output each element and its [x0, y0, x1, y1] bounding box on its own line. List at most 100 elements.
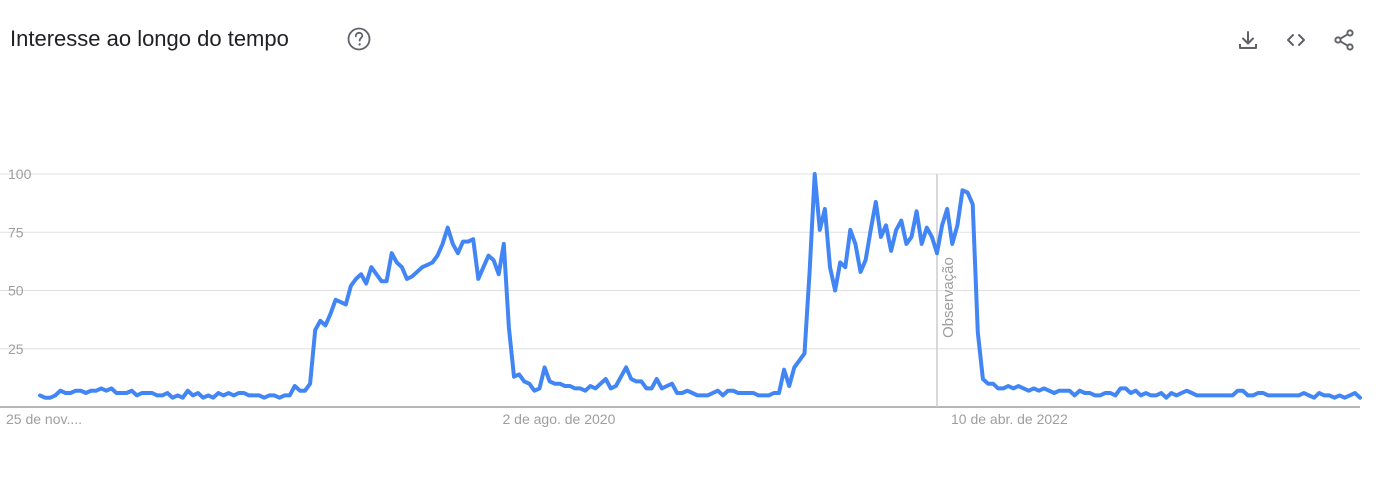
data-point [450, 241, 455, 246]
data-point [970, 202, 975, 207]
data-point [486, 253, 491, 258]
data-point [231, 393, 236, 398]
data-point [379, 279, 384, 284]
data-point [950, 241, 955, 246]
data-point [644, 386, 649, 391]
data-point [552, 381, 557, 386]
data-point [466, 239, 471, 244]
data-point [741, 391, 746, 396]
data-point [1184, 388, 1189, 393]
data-point [1220, 393, 1225, 398]
data-point [211, 395, 216, 400]
data-point [909, 234, 914, 239]
data-point [165, 391, 170, 396]
data-point [262, 395, 267, 400]
data-point [1251, 393, 1256, 398]
data-point [929, 234, 934, 239]
data-point [1352, 391, 1357, 396]
data-point [562, 384, 567, 389]
data-point [282, 393, 287, 398]
data-point [1210, 393, 1215, 398]
data-point [1358, 395, 1363, 400]
data-point [506, 325, 511, 330]
data-point [114, 391, 119, 396]
embed-button[interactable] [1282, 26, 1310, 54]
data-point [221, 393, 226, 398]
data-point [1087, 391, 1092, 396]
data-point [445, 225, 450, 230]
data-point [700, 393, 705, 398]
data-point [838, 260, 843, 265]
data-point [1006, 384, 1011, 389]
chart-toolbar [1234, 26, 1358, 54]
data-point [685, 388, 690, 393]
data-point [919, 241, 924, 246]
data-point [1154, 393, 1159, 398]
data-point [338, 300, 343, 305]
data-point [955, 223, 960, 228]
data-point [1332, 395, 1337, 400]
data-point [333, 297, 338, 302]
data-point [736, 391, 741, 396]
data-point [1169, 391, 1174, 396]
data-point [1108, 391, 1113, 396]
data-point [58, 388, 63, 393]
data-point [512, 374, 517, 379]
data-point [420, 265, 425, 270]
data-point [537, 386, 542, 391]
data-point [318, 318, 323, 323]
data-point [1312, 395, 1317, 400]
data-point [593, 386, 598, 391]
data-point [1200, 393, 1205, 398]
data-point [761, 393, 766, 398]
data-point [782, 367, 787, 372]
data-point [1036, 388, 1041, 393]
data-point [720, 393, 725, 398]
data-point [1047, 388, 1052, 393]
data-point [1261, 391, 1266, 396]
data-point [1143, 391, 1148, 396]
data-point [410, 274, 415, 279]
data-point [695, 393, 700, 398]
data-point [884, 223, 889, 228]
help-circle-icon [347, 27, 371, 51]
data-point [649, 386, 654, 391]
data-point [308, 381, 313, 386]
data-point [1205, 393, 1210, 398]
data-point [924, 225, 929, 230]
share-button[interactable] [1330, 26, 1358, 54]
data-point [43, 395, 48, 400]
data-point [588, 384, 593, 389]
data-point [1123, 386, 1128, 391]
data-point [1327, 393, 1332, 398]
y-tick-label-100: 100 [8, 166, 32, 182]
data-point [899, 218, 904, 223]
data-point [568, 384, 573, 389]
data-point [991, 381, 996, 386]
data-point [873, 200, 878, 205]
data-point [267, 393, 272, 398]
data-point [1021, 386, 1026, 391]
data-point [241, 391, 246, 396]
data-point [303, 388, 308, 393]
data-point [1057, 388, 1062, 393]
x-tick-label-2: 10 de abr. de 2022 [951, 411, 1068, 427]
data-point [257, 393, 262, 398]
data-point [374, 272, 379, 277]
data-point [185, 388, 190, 393]
data-point [73, 388, 78, 393]
data-point [904, 241, 909, 246]
data-point [1118, 386, 1123, 391]
data-point [1031, 386, 1036, 391]
data-point [777, 391, 782, 396]
data-point [94, 388, 99, 393]
data-point [1098, 393, 1103, 398]
page-title: Interesse ao longo do tempo [10, 26, 289, 51]
data-point [1225, 393, 1230, 398]
help-icon[interactable] [346, 26, 372, 52]
data-point [471, 237, 476, 242]
download-button[interactable] [1234, 26, 1262, 54]
data-point [394, 260, 399, 265]
data-point [328, 311, 333, 316]
data-point [828, 265, 833, 270]
